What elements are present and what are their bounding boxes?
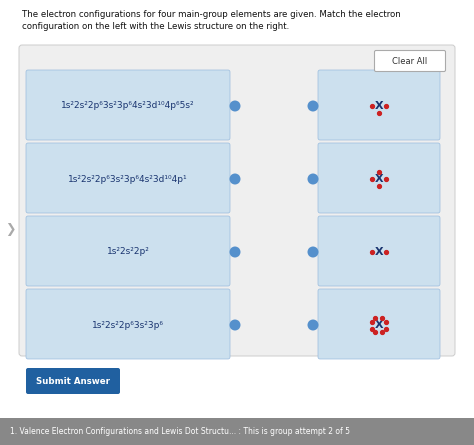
Circle shape bbox=[308, 174, 319, 185]
Text: 1. Valence Electron Configurations and Lewis Dot Structu... : This is group atte: 1. Valence Electron Configurations and L… bbox=[10, 426, 350, 436]
Text: 1s²2s²2p⁶3s²3p⁶: 1s²2s²2p⁶3s²3p⁶ bbox=[92, 320, 164, 329]
Text: Submit Answer: Submit Answer bbox=[36, 376, 110, 385]
FancyBboxPatch shape bbox=[318, 216, 440, 286]
Text: X: X bbox=[374, 101, 383, 111]
Circle shape bbox=[308, 247, 319, 258]
Circle shape bbox=[229, 174, 240, 185]
Text: configuration on the left with the Lewis structure on the right.: configuration on the left with the Lewis… bbox=[22, 22, 289, 31]
Circle shape bbox=[229, 320, 240, 331]
Text: X: X bbox=[374, 320, 383, 330]
Bar bbox=[0, 418, 474, 445]
Circle shape bbox=[308, 320, 319, 331]
FancyBboxPatch shape bbox=[26, 289, 230, 359]
Circle shape bbox=[229, 247, 240, 258]
Text: Clear All: Clear All bbox=[392, 57, 428, 65]
FancyBboxPatch shape bbox=[19, 45, 455, 356]
Circle shape bbox=[229, 101, 240, 112]
FancyBboxPatch shape bbox=[318, 70, 440, 140]
Text: X: X bbox=[374, 174, 383, 184]
FancyBboxPatch shape bbox=[374, 50, 446, 72]
FancyBboxPatch shape bbox=[26, 368, 120, 394]
FancyBboxPatch shape bbox=[26, 216, 230, 286]
Text: 1s²2s²2p⁶3s²3p⁶4s²3d¹⁰4p¹: 1s²2s²2p⁶3s²3p⁶4s²3d¹⁰4p¹ bbox=[68, 174, 188, 183]
Text: 1s²2s²2p²: 1s²2s²2p² bbox=[107, 247, 149, 256]
Text: 1s²2s²2p⁶3s²3p⁶4s²3d¹⁰4p⁶5s²: 1s²2s²2p⁶3s²3p⁶4s²3d¹⁰4p⁶5s² bbox=[61, 101, 195, 110]
FancyBboxPatch shape bbox=[318, 289, 440, 359]
FancyBboxPatch shape bbox=[318, 143, 440, 213]
Text: X: X bbox=[374, 247, 383, 257]
FancyBboxPatch shape bbox=[26, 143, 230, 213]
FancyBboxPatch shape bbox=[26, 70, 230, 140]
Text: The electron configurations for four main-group elements are given. Match the el: The electron configurations for four mai… bbox=[22, 10, 401, 19]
Text: ❯: ❯ bbox=[5, 223, 16, 236]
Circle shape bbox=[308, 101, 319, 112]
